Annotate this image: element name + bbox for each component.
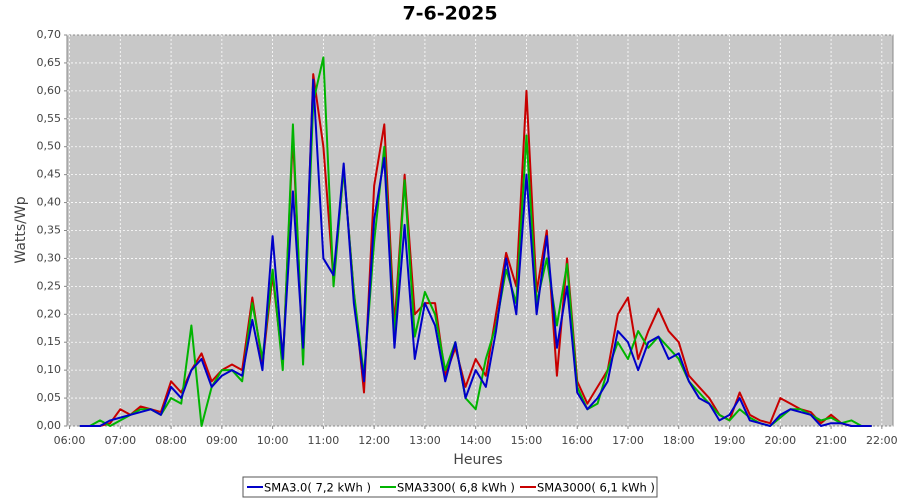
x-tick-label: 10:00: [257, 434, 289, 447]
y-tick-label: 0,00: [37, 419, 62, 432]
x-tick-label: 20:00: [764, 434, 796, 447]
x-tick-label: 13:00: [409, 434, 441, 447]
legend: [242, 476, 658, 498]
y-tick-label: 0,25: [37, 279, 62, 292]
y-axis-label: Watts/Wp: [13, 196, 29, 263]
y-tick-label: 0,70: [37, 28, 62, 41]
legend-label: SMA3000( 6,1 kWh ): [537, 481, 655, 495]
x-tick-label: 12:00: [358, 434, 390, 447]
chart-title: 7-6-2025: [402, 3, 497, 25]
x-tick-label: 15:00: [511, 434, 543, 447]
y-tick-label: 0,35: [37, 224, 62, 237]
y-tick-label: 0,05: [37, 391, 62, 404]
x-tick-label: 14:00: [460, 434, 492, 447]
legend-label: SMA3.0( 7,2 kWh ): [264, 481, 371, 495]
x-tick-label: 18:00: [663, 434, 695, 447]
x-tick-label: 21:00: [815, 434, 847, 447]
x-axis-label: Heures: [453, 452, 502, 468]
y-tick-label: 0,20: [37, 307, 62, 320]
x-tick-label: 22:00: [866, 434, 898, 447]
y-tick-label: 0,45: [37, 168, 62, 181]
x-tick-label: 19:00: [714, 434, 746, 447]
y-tick-label: 0,60: [37, 84, 62, 97]
x-tick-label: 06:00: [54, 434, 86, 447]
legend-label: SMA3300( 6,8 kWh ): [397, 481, 515, 495]
y-tick-label: 0,30: [37, 251, 62, 264]
x-tick-label: 09:00: [206, 434, 238, 447]
x-tick-label: 07:00: [104, 434, 136, 447]
y-tick-label: 0,10: [37, 363, 62, 376]
y-tick-label: 0,65: [37, 56, 62, 69]
y-tick-label: 0,50: [37, 140, 62, 153]
y-tick-label: 0,15: [37, 335, 62, 348]
y-tick-label: 0,40: [37, 196, 62, 209]
x-tick-label: 08:00: [155, 434, 187, 447]
x-tick-label: 17:00: [612, 434, 644, 447]
series-line: [79, 73, 872, 427]
x-tick-label: 11:00: [308, 434, 340, 447]
y-tick-label: 0,55: [37, 112, 62, 125]
series-line: [79, 78, 872, 427]
x-tick-label: 16:00: [561, 434, 593, 447]
